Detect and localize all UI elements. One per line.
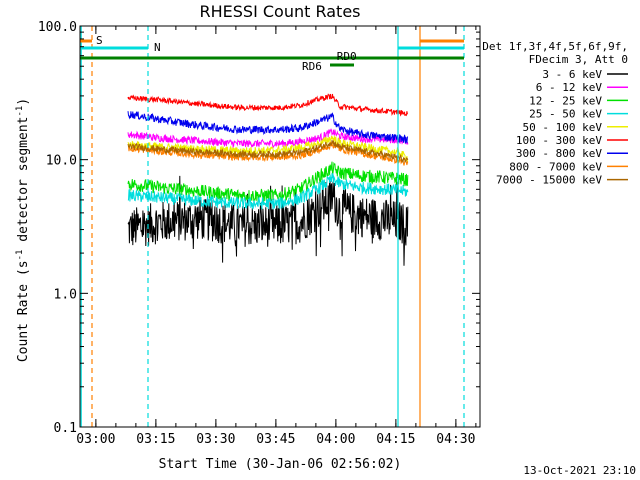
legend-header-line: Det 1f,3f,4f,5f,6f,9f,	[482, 40, 628, 53]
legend-entry-label: 100 - 300 keV	[516, 134, 602, 147]
y-axis-label-sup2: -1	[15, 106, 25, 117]
legend-header-line: FDecim 3, Att 0	[529, 53, 628, 66]
legend-entry-label: 3 - 6 keV	[542, 68, 602, 81]
y-axis-label-mid: detector segment	[16, 117, 31, 250]
marks-layer	[127, 93, 409, 266]
series-line-300-800-kev	[127, 111, 409, 144]
series-line-100-300-kev	[127, 93, 408, 117]
plot-frame	[79, 25, 481, 428]
axes-layer: 100.0 10.0 1.0 0.103:00 03:15 03:30 03:45 04:00…	[38, 20, 481, 447]
legend: Det 1f,3f,4f,5f,6f,9f,FDecim 3, Att 0 3 -…	[482, 40, 628, 187]
legend-entry-label: 800 - 7000 keV	[509, 160, 602, 173]
x-tick-label: 04:15	[376, 432, 415, 447]
annotation-rd0: RD0	[337, 50, 357, 63]
legend-entry-label: 50 - 100 keV	[523, 121, 603, 134]
series-line-25-50-kev	[127, 173, 409, 210]
series-line-12-25-kev	[127, 161, 409, 203]
annotation-s: S	[96, 34, 103, 47]
legend-entry-label: 12 - 25 keV	[529, 94, 602, 107]
series-line-3-6-kev	[127, 175, 409, 266]
x-tick-label: 04:00	[316, 432, 355, 447]
y-axis-label-main: Count Rate (s	[16, 260, 31, 362]
x-tick-label: 03:45	[256, 432, 295, 447]
y-tick-label: 1.0	[54, 287, 77, 302]
y-tick-label: 0.1	[54, 421, 77, 436]
legend-entry-label: 300 - 800 keV	[516, 147, 602, 160]
x-tick-label: 03:15	[136, 432, 175, 447]
x-tick-label: 04:30	[436, 432, 475, 447]
y-axis-label-sup1: -1	[15, 250, 25, 261]
legend-entry-label: 6 - 12 keV	[536, 81, 603, 94]
legend-entry-label: 7000 - 15000 keV	[496, 174, 602, 187]
y-axis-label-end: )	[16, 98, 31, 106]
timestamp: 13-Oct-2021 23:10	[523, 464, 636, 477]
series-line-7000-15000-kev	[127, 140, 409, 163]
y-tick-label: 10.0	[46, 154, 77, 169]
x-axis-label: Start Time (30-Jan-06 02:56:02)	[159, 457, 402, 472]
series-line-6-12-kev	[127, 128, 409, 149]
y-tick-label: 100.0	[38, 20, 77, 35]
legend-entry-label: 25 - 50 keV	[529, 108, 602, 121]
y-axis-label: Count Rate (s-1 detector segment-1)	[15, 98, 31, 362]
annotation-n: N	[154, 41, 161, 54]
x-tick-label: 03:30	[196, 432, 235, 447]
annotation-rd6: RD6	[302, 60, 322, 73]
chart-title: RHESSI Count Rates	[200, 2, 361, 21]
overlay-layer: S N RD0 RD6	[80, 26, 465, 427]
x-tick-label: 03:00	[76, 432, 115, 447]
